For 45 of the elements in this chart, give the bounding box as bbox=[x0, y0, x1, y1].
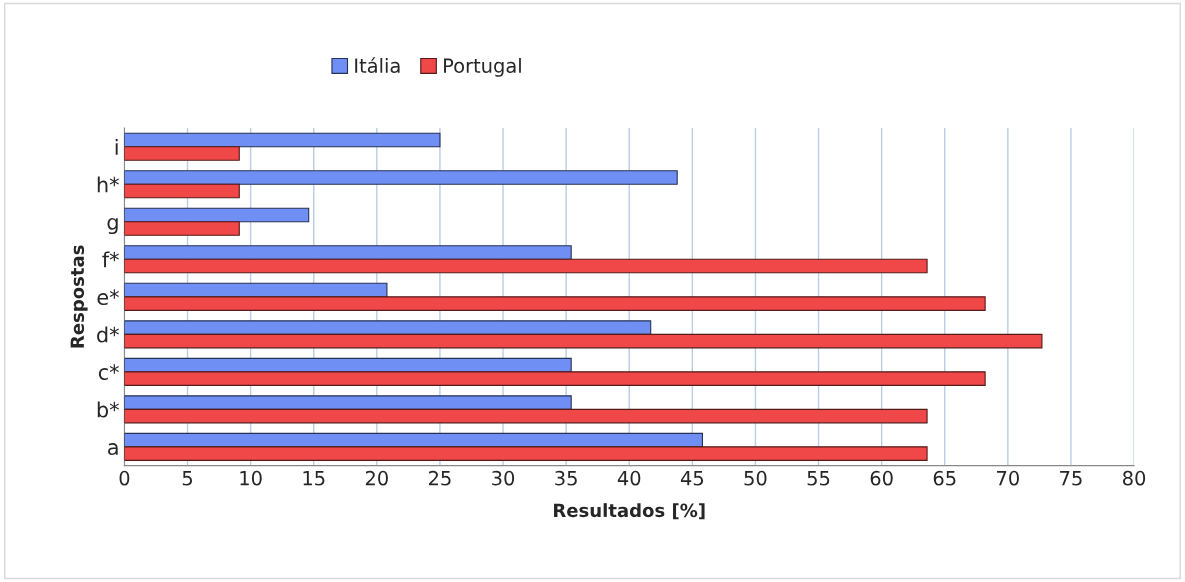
bar bbox=[124, 395, 572, 410]
x-tick-label: 55 bbox=[807, 471, 830, 486]
x-tick-label: 40 bbox=[617, 470, 641, 486]
x-tick-label: 70 bbox=[997, 470, 1019, 486]
bar bbox=[124, 245, 572, 260]
bar bbox=[124, 320, 652, 335]
x-tick-label: 30 bbox=[492, 470, 515, 486]
bar bbox=[124, 371, 986, 386]
bar bbox=[124, 170, 678, 185]
y-tick-label: e* bbox=[97, 289, 119, 306]
bar bbox=[124, 296, 986, 311]
legend-label: Itália bbox=[355, 57, 400, 74]
x-tick-label: 5 bbox=[182, 471, 193, 486]
x-tick-label: 60 bbox=[870, 470, 893, 486]
bar bbox=[124, 132, 441, 148]
y-tick-label: h* bbox=[97, 176, 119, 193]
legend-label: Portugal bbox=[444, 57, 521, 77]
x-tick-label: 35 bbox=[555, 470, 577, 486]
x-tick-label: 15 bbox=[303, 471, 325, 486]
y-tick-label: g bbox=[107, 218, 118, 235]
bar bbox=[124, 221, 240, 236]
x-tick-label: 45 bbox=[680, 471, 704, 486]
x-axis-title: Resultados [%] bbox=[554, 503, 705, 520]
bar bbox=[124, 446, 928, 461]
bar bbox=[124, 333, 1043, 349]
x-tick-label: 0 bbox=[119, 470, 130, 486]
y-tick-label: a bbox=[108, 443, 118, 456]
bar bbox=[124, 408, 928, 424]
x-tick-label: 75 bbox=[1060, 471, 1082, 486]
x-tick-label: 20 bbox=[365, 470, 388, 486]
x-tick-label: 50 bbox=[744, 470, 767, 486]
bar bbox=[124, 183, 240, 199]
bar bbox=[124, 207, 310, 223]
y-tick-label: b* bbox=[97, 401, 119, 418]
x-tick-label: 65 bbox=[933, 470, 956, 486]
y-tick-label: d* bbox=[97, 326, 119, 343]
x-tick-label: 10 bbox=[240, 470, 262, 486]
bar bbox=[124, 146, 240, 161]
x-tick-label: 80 bbox=[1122, 470, 1146, 486]
y-tick-label: i bbox=[115, 138, 118, 155]
y-axis-title: Respostas bbox=[70, 245, 88, 348]
y-tick-label: c* bbox=[98, 364, 119, 381]
bar bbox=[124, 258, 928, 274]
x-tick-label: 25 bbox=[428, 470, 451, 486]
y-tick-label: f* bbox=[102, 251, 119, 268]
